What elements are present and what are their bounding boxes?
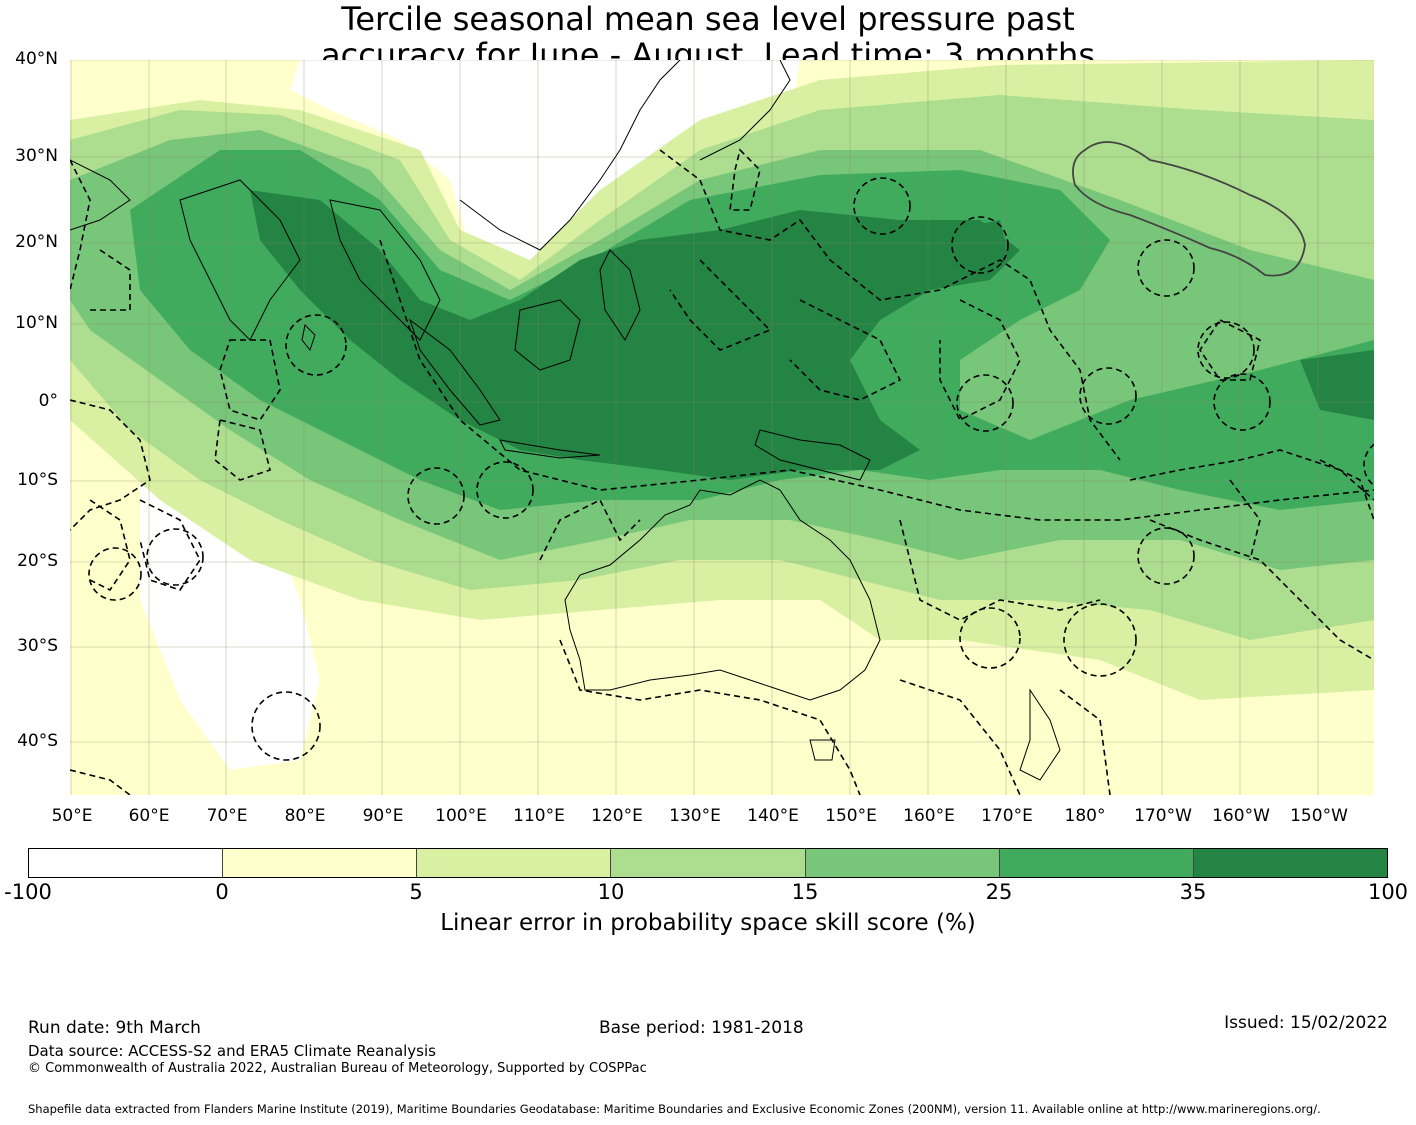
colorbar-tick-10: 10 — [597, 880, 625, 904]
lat-label-20n: 20°N — [15, 232, 58, 252]
base-period: Base period: 1981-2018 — [599, 1018, 804, 1038]
skill-region-dark-green-east — [1300, 350, 1374, 420]
colorbar-tick-5: 5 — [409, 880, 423, 904]
lon-label-120e: 120°E — [591, 806, 643, 826]
coastline-borneo — [514, 299, 581, 371]
run-date: Run date: 9th March — [28, 1018, 201, 1038]
colorbar-segment-1 — [29, 849, 224, 877]
coastline-new-zealand — [1019, 688, 1061, 781]
lon-label-160w: 160°W — [1212, 806, 1270, 826]
lon-label-170e: 170°E — [981, 806, 1033, 826]
lon-label-110e: 110°E — [513, 806, 565, 826]
shapefile-credit: Shapefile data extracted from Flanders M… — [28, 1102, 1321, 1116]
coastline-asia-east — [459, 60, 681, 251]
lon-label-140e: 140°E — [747, 806, 799, 826]
coastline-sri-lanka — [301, 323, 316, 352]
island-eez-circles — [88, 177, 1374, 761]
colorbar-tick-25: 25 — [985, 880, 1013, 904]
colorbar-segment-6 — [999, 849, 1194, 877]
lon-label-50e: 50°E — [51, 806, 93, 826]
coastline-philippines — [599, 249, 641, 341]
lat-label-40n: 40°N — [15, 49, 58, 69]
copyright-notice: © Commonwealth of Australia 2022, Austra… — [28, 1061, 647, 1076]
colorbar-tick-35: 35 — [1179, 880, 1207, 904]
lon-label-70e: 70°E — [206, 806, 248, 826]
skill-region-dark-green — [250, 190, 1020, 480]
coastline-sumatra — [409, 318, 501, 426]
coastline-arabia — [70, 159, 131, 231]
lon-label-160e: 160°E — [903, 806, 955, 826]
lon-label-100e: 100°E — [435, 806, 487, 826]
coastline-australia — [564, 479, 881, 701]
lon-label-170w: 170°W — [1134, 806, 1192, 826]
lat-label-30n: 30°N — [15, 146, 58, 166]
coastline-java — [499, 439, 601, 459]
skill-region-white-north — [290, 60, 800, 280]
colorbar — [28, 848, 1388, 878]
lat-label-10n: 10°N — [15, 313, 58, 333]
lon-label-150e: 150°E — [825, 806, 877, 826]
colorbar-segment-7 — [1193, 849, 1387, 877]
coastlines — [70, 60, 1061, 781]
coastline-new-guinea — [754, 429, 871, 481]
lon-label-150w: 150°W — [1290, 806, 1348, 826]
lat-label-20s: 20°S — [17, 551, 58, 571]
lon-label-130e: 130°E — [669, 806, 721, 826]
colorbar-segment-4 — [611, 849, 806, 877]
lat-label-10s: 10°S — [17, 470, 58, 490]
data-source: Data source: ACCESS-S2 and ERA5 Climate … — [28, 1042, 436, 1060]
colorbar-segment-5 — [805, 849, 1000, 877]
colorbar-segment-2 — [223, 849, 418, 877]
lat-label-30s: 30°S — [17, 636, 58, 656]
coastline-japan — [699, 60, 791, 161]
coastline-indochina — [329, 199, 441, 341]
skill-region-dark-green-north — [950, 220, 1010, 270]
lat-label-equator: 0° — [38, 391, 58, 411]
lon-label-180: 180° — [1064, 806, 1106, 826]
map-title-line-1: Tercile seasonal mean sea level pressure… — [341, 0, 1075, 38]
colorbar-tick-100: 100 — [1367, 880, 1409, 904]
lon-label-90e: 90°E — [362, 806, 404, 826]
coastline-india — [179, 179, 301, 341]
lat-label-40s: 40°S — [17, 731, 58, 751]
colorbar-segment-3 — [417, 849, 612, 877]
coastline-tasmania — [809, 739, 836, 761]
colorbar-tick-15: 15 — [791, 880, 819, 904]
lon-label-60e: 60°E — [128, 806, 170, 826]
skill-score-map — [70, 60, 1374, 795]
issued-date: Issued: 15/02/2022 — [1224, 1013, 1388, 1033]
colorbar-tick-0: 0 — [215, 880, 229, 904]
graticule — [70, 60, 1374, 795]
colorbar-label: Linear error in probability space skill … — [440, 910, 976, 936]
hawaii-eez-boundary — [1072, 141, 1306, 277]
colorbar-tick-minus-100: -100 — [4, 880, 52, 904]
maritime-boundaries — [70, 148, 1374, 795]
lon-label-80e: 80°E — [284, 806, 326, 826]
